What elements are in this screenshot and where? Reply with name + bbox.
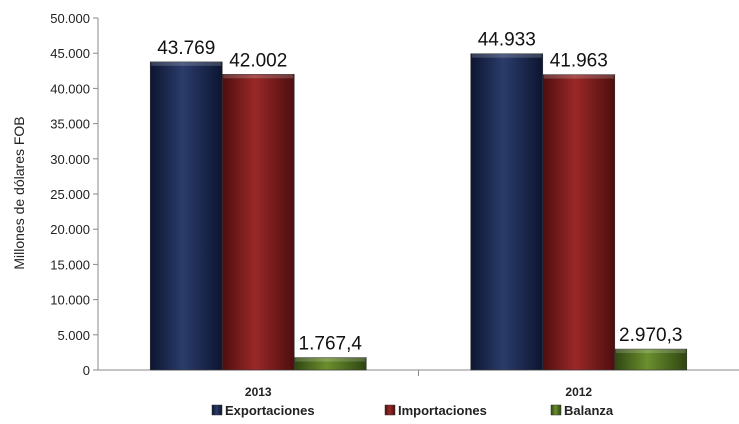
legend-label-importaciones: Importaciones xyxy=(398,403,487,418)
legend: Exportaciones Importaciones Balanza xyxy=(211,403,614,418)
legend-label-balanza: Balanza xyxy=(564,403,614,418)
x-category-label: 2013 xyxy=(245,385,272,399)
y-tick-label: 10.000 xyxy=(50,293,90,308)
y-tick-label: 20.000 xyxy=(50,222,90,237)
data-label: 42.002 xyxy=(229,50,287,71)
y-tick-label: 45.000 xyxy=(50,46,90,61)
axes: 0 5.000 10.000 15.000 20.000 25.000 30.000 35.0… xyxy=(50,11,739,399)
y-tick-label: 0 xyxy=(83,363,90,378)
legend-label-exportaciones: Exportaciones xyxy=(225,403,315,418)
y-axis-label: Millones de dólares FOB xyxy=(11,116,27,269)
legend-swatch-exportaciones xyxy=(211,404,223,416)
y-tick-label: 15.000 xyxy=(50,257,90,272)
data-label: 44.933 xyxy=(478,30,536,51)
bar-importaciones-2013 xyxy=(221,74,295,371)
bar-exportaciones-2013 xyxy=(149,61,223,371)
y-tick-label: 30.000 xyxy=(50,152,90,167)
y-tick-label: 5.000 xyxy=(57,328,90,343)
bar-highlight xyxy=(543,74,614,79)
legend-swatch-balanza xyxy=(550,404,562,416)
bar-highlight xyxy=(615,349,686,354)
data-label: 43.769 xyxy=(157,38,215,59)
bar-highlight xyxy=(471,53,542,58)
data-label: 1.767,4 xyxy=(299,334,363,355)
bar-highlight xyxy=(151,61,222,66)
x-category-label: 2012 xyxy=(565,385,592,399)
bar-exportaciones-2012 xyxy=(470,53,544,371)
bar-balanza-2013 xyxy=(293,357,367,371)
y-tick-label: 25.000 xyxy=(50,187,90,202)
legend-swatch-importaciones xyxy=(384,404,396,416)
bar-importaciones-2012 xyxy=(542,74,616,371)
bar-highlight xyxy=(223,74,294,79)
bar-highlight xyxy=(295,357,366,362)
data-label: 2.970,3 xyxy=(619,325,682,346)
data-label: 41.963 xyxy=(550,51,608,72)
y-tick-label: 40.000 xyxy=(50,81,90,96)
bar-balanza-2012 xyxy=(614,348,688,371)
y-tick-label: 35.000 xyxy=(50,117,90,132)
y-tick-label: 50.000 xyxy=(50,11,90,26)
bars: 43.769 42.002 1.767,4 44.933 41.963 2.970,3 xyxy=(149,30,688,371)
